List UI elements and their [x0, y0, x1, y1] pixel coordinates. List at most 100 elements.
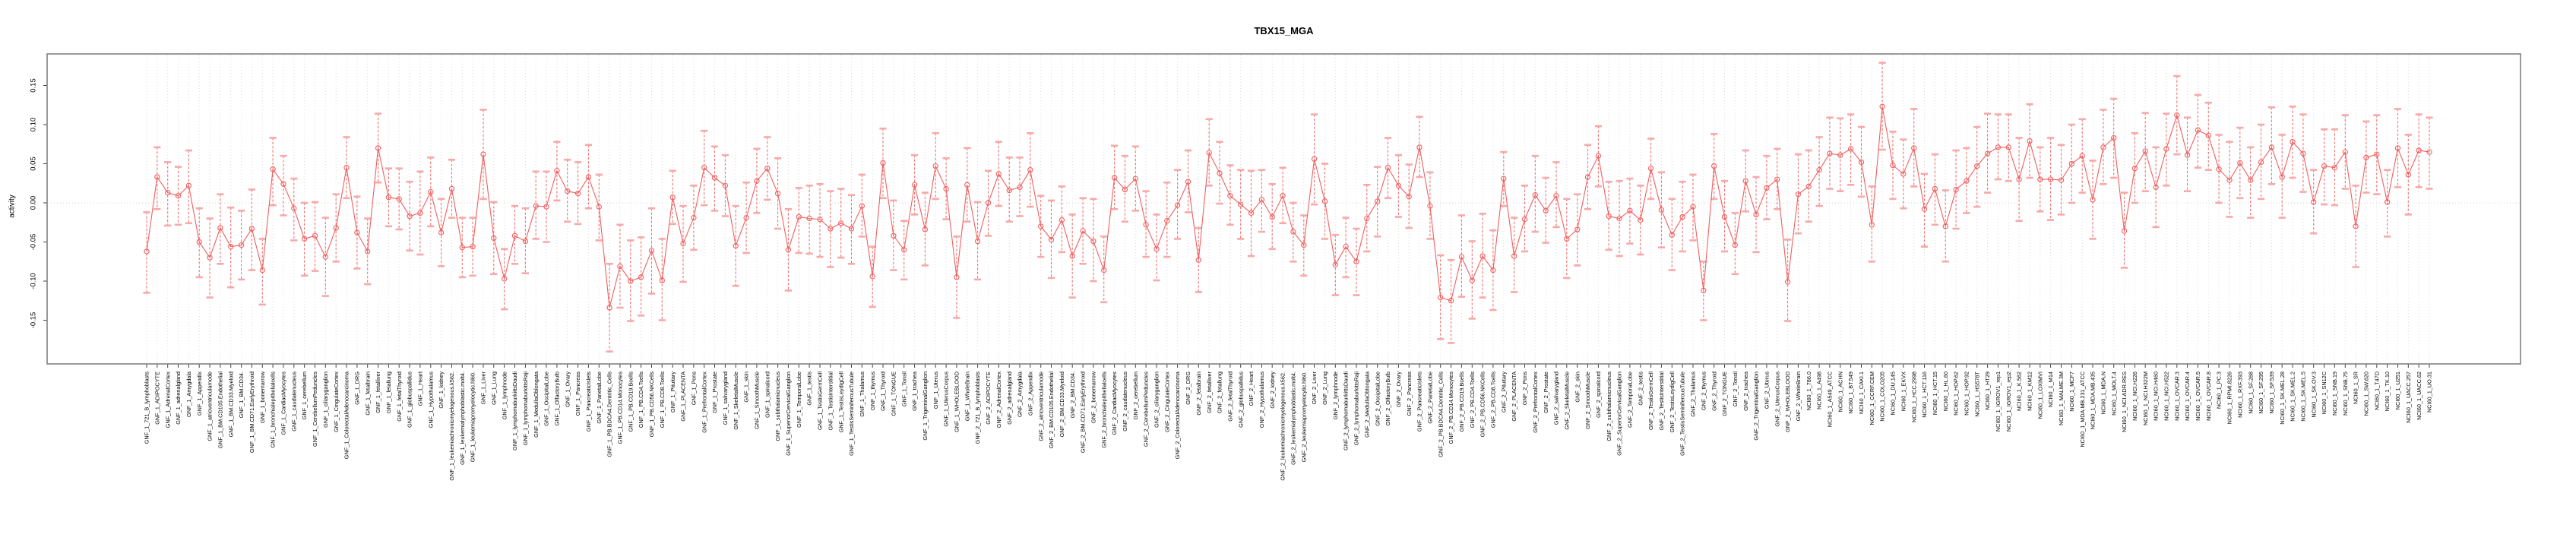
x-tick-label: GNF_1_leukemiachronicmyelogenous.k562. — [448, 372, 455, 481]
x-tick-label: GNF_2_TemporalLobe — [1627, 372, 1634, 428]
data-point — [1553, 193, 1559, 199]
x-tick-label: NCI60_1_SF.295 — [2258, 372, 2264, 414]
x-tick-label: GNF_1_SkeletalMuscle — [733, 372, 739, 430]
data-point — [1132, 175, 1138, 182]
data-point — [1017, 184, 1023, 191]
data-point — [1932, 185, 1938, 192]
x-tick-label: NCI60_1_OVCAR.3 — [2173, 372, 2180, 421]
x-tick-label: GNF_1_Liver — [480, 371, 487, 404]
y-tick-label: 0.15 — [30, 78, 38, 93]
data-point — [1080, 228, 1086, 234]
x-tick-label: GNF_2_fetalThyroid — [1227, 372, 1234, 422]
chart-title: TBX15_MGA — [1254, 25, 1314, 36]
data-point — [1638, 217, 1644, 223]
x-tick-label: GNF_2_BM.CD71.EarlyErythroid — [1080, 372, 1087, 453]
x-tick-label: NCI60_1_HOP.62 — [1953, 372, 1960, 416]
data-point — [1721, 213, 1728, 220]
data-point — [322, 254, 328, 260]
x-tick-label: GNF_1_PrefrontalCortex — [701, 372, 707, 433]
data-point — [217, 225, 223, 231]
data-point — [1564, 236, 1570, 242]
data-point — [880, 160, 886, 166]
x-tick-label: NCI60_1_SW.620 — [2363, 372, 2370, 416]
data-point — [754, 178, 760, 184]
x-tick-label: GNF_1_WHOLEBLOOD — [954, 372, 960, 432]
x-tick-label: GNF_1_PB.CD19.Bcells — [627, 372, 634, 432]
x-tick-label: GNF_2_Appendix — [1027, 372, 1033, 416]
x-tick-label: GNF_1_lymphomaburkittsRaji — [522, 372, 529, 446]
data-point — [2058, 177, 2065, 183]
data-point — [2248, 177, 2254, 183]
x-tick-label: GNF_1_PancreaticIslets — [585, 372, 592, 432]
data-point — [1101, 267, 1107, 274]
data-point — [1584, 174, 1591, 180]
x-tick-label: NCI60_1_MCF7 — [2068, 372, 2075, 412]
x-tick-label: GNF_1_fetalThyroid — [396, 372, 403, 422]
data-point — [144, 248, 150, 255]
x-tick-label: GNF_1_TONGUE — [891, 372, 897, 416]
x-tick-label: GNF_2_WHOLEBLOOD — [1784, 372, 1791, 432]
data-point — [1122, 186, 1128, 193]
data-point — [2321, 163, 2328, 169]
data-point — [1217, 170, 1223, 176]
data-point — [1290, 229, 1296, 235]
x-tick-label: GNF_2_Thalamus — [1690, 372, 1697, 417]
x-tick-label: GNF_2_thymus — [1700, 372, 1707, 410]
data-point — [259, 267, 265, 274]
x-tick-label: NCI60_1_SF.268 — [2247, 372, 2254, 414]
data-point — [606, 305, 612, 311]
x-tick-label: GNF_2_TestisGermCell — [1647, 372, 1654, 430]
data-point — [1311, 156, 1318, 162]
data-point — [574, 190, 581, 197]
x-tick-label: GNF_1_ParietalLobe — [596, 372, 603, 424]
data-point — [2111, 134, 2117, 141]
x-tick-label: GNF_1_PB.BDCA4.Dentritic_Cells — [606, 372, 613, 457]
x-tick-label: GNF_2_Pons — [1521, 372, 1528, 406]
data-point — [2037, 176, 2043, 182]
data-point — [596, 204, 602, 210]
x-tick-label: GNF_2_Amygdala — [1017, 371, 1024, 417]
x-tick-label: NCI60_1_NCI.H226 — [2131, 372, 2138, 421]
x-tick-label: GNF_2_CerebellumPeduncles — [1143, 372, 1150, 447]
x-tick-label: NCI60_1_OVCAR.8 — [2205, 372, 2212, 421]
data-point — [711, 175, 718, 181]
x-tick-label: NCI60_1_SN12C — [2321, 372, 2328, 414]
data-point — [954, 274, 960, 280]
data-point — [1574, 226, 1581, 232]
x-tick-label: GNF_2_caudatenucleus — [1122, 372, 1128, 432]
x-tick-label: GNF_2_PB.CD4.Tcells — [1469, 372, 1476, 428]
x-tick-label: GNF_2_SkeletalMuscle — [1563, 372, 1570, 430]
data-point — [396, 196, 402, 202]
data-point — [1027, 167, 1033, 173]
x-tick-label: GNF_1_BM.CD71.EarlyErythroid — [248, 372, 255, 453]
series-line — [146, 106, 2430, 308]
data-point — [1069, 253, 1075, 259]
data-point — [1879, 103, 1885, 109]
data-point — [1764, 185, 1770, 191]
data-point — [2005, 144, 2011, 150]
x-tick-label: GNF_2_PB.CD19.Bcells — [1458, 372, 1465, 432]
x-tick-label: GNF_1_TemporalLobe — [796, 372, 802, 428]
data-point — [1732, 242, 1738, 248]
data-point — [828, 226, 834, 232]
data-point — [1827, 150, 1833, 157]
data-point — [1701, 287, 1707, 294]
x-tick-label: GNF_2_BM.CD33.Myeloid — [1059, 372, 1065, 437]
plot-box — [46, 53, 2521, 365]
data-point — [1238, 201, 1244, 207]
y-tick-label: 0.10 — [30, 118, 38, 132]
data-point — [1753, 211, 1759, 218]
x-tick-label: GNF_2_kidney — [1269, 372, 1276, 409]
x-tick-label: NCI60_1_SK.MEL.5 — [2300, 372, 2307, 422]
data-point — [974, 238, 981, 245]
data-point — [511, 232, 518, 239]
x-tick-label: GNF_1_DRG — [354, 372, 361, 405]
data-point — [238, 242, 245, 248]
x-tick-label: GNF_2_BM.CD34. — [1069, 372, 1076, 418]
x-tick-label: GNF_1_TestisLeydigCell — [837, 372, 844, 433]
data-point — [859, 203, 865, 209]
x-tick-label: NCI60_1_KM12 — [2027, 372, 2033, 411]
data-point — [1332, 261, 1338, 268]
data-point — [1353, 258, 1359, 264]
data-point — [1038, 223, 1044, 229]
